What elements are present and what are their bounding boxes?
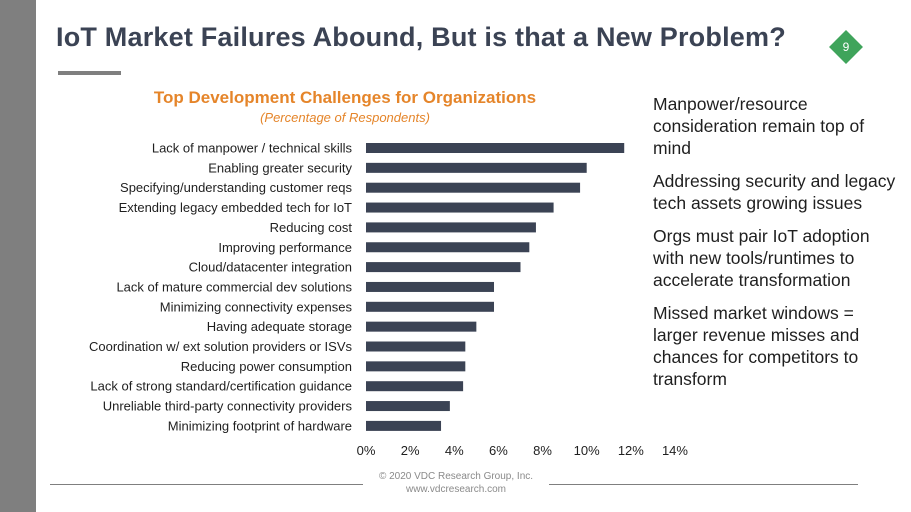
x-axis-ticks: 0% 2% 4% 6% 8% 10% 12% 14% — [357, 443, 689, 458]
x-tick-label: 10% — [574, 443, 600, 458]
bar — [366, 381, 464, 392]
footer-website: www.vdcresearch.com — [405, 484, 507, 495]
bullet-item: Addressing security and legacy tech asse… — [653, 171, 896, 213]
chart-subtitle: (Percentage of Respondents) — [260, 110, 430, 125]
bar — [366, 341, 466, 352]
category-label: Having adequate storage — [207, 319, 352, 334]
category-label: Lack of mature commercial dev solutions — [116, 279, 352, 294]
page-number-badge: 9 — [829, 30, 863, 64]
bar — [366, 301, 495, 312]
category-label: Reducing power consumption — [181, 359, 352, 374]
x-tick-label: 2% — [401, 443, 420, 458]
bullet-item: Manpower/resource consideration remain t… — [653, 94, 865, 158]
bar — [366, 242, 530, 253]
bar — [366, 321, 477, 332]
category-label: Cloud/datacenter integration — [189, 260, 352, 275]
bars — [366, 143, 625, 431]
category-label: Improving performance — [218, 240, 352, 255]
x-tick-label: 14% — [662, 443, 688, 458]
footer-divider-right — [549, 484, 858, 485]
category-label: Coordination w/ ext solution providers o… — [89, 339, 353, 354]
title-underline — [58, 71, 121, 75]
x-tick-label: 4% — [445, 443, 464, 458]
category-label: Minimizing footprint of hardware — [168, 418, 352, 433]
category-label: Unreliable third-party connectivity prov… — [103, 399, 353, 414]
chart-title: Top Development Challenges for Organizat… — [153, 88, 537, 107]
bullet-item: Orgs must pair IoT adoption with new too… — [653, 226, 870, 290]
bar — [366, 420, 442, 431]
page-number: 9 — [842, 40, 850, 54]
bar — [366, 361, 466, 372]
category-label: Lack of manpower / technical skills — [152, 141, 353, 156]
category-labels: Lack of manpower / technical skills Enabl… — [89, 141, 353, 434]
footer-copyright: © 2020 VDC Research Group, Inc. — [378, 471, 534, 482]
bar — [366, 262, 521, 273]
bullet-item: Missed market windows = larger revenue m… — [653, 303, 860, 389]
bar — [366, 182, 581, 193]
footer-divider-left — [50, 484, 363, 485]
category-label: Enabling greater security — [208, 160, 352, 175]
left-accent-band — [0, 0, 36, 512]
bar — [366, 401, 450, 412]
slide-title: IoT Market Failures Abound, But is that … — [56, 22, 786, 52]
category-label: Lack of strong standard/certification gu… — [90, 379, 352, 394]
category-label: Extending legacy embedded tech for IoT — [119, 200, 352, 215]
bar — [366, 202, 554, 213]
x-tick-label: 8% — [533, 443, 552, 458]
x-tick-label: 6% — [489, 443, 508, 458]
x-tick-label: 12% — [618, 443, 644, 458]
category-label: Reducing cost — [270, 220, 353, 235]
category-label: Minimizing connectivity expenses — [160, 299, 353, 314]
key-takeaways-list: Manpower/resource consideration remain t… — [653, 93, 903, 401]
bar-chart: Lack of manpower / technical skills Enabl… — [89, 141, 689, 459]
x-tick-label: 0% — [357, 443, 376, 458]
bar — [366, 143, 625, 153]
bar — [366, 162, 587, 173]
bar — [366, 281, 495, 292]
bar — [366, 222, 536, 233]
category-label: Specifying/understanding customer reqs — [120, 180, 352, 195]
footer: © 2020 VDC Research Group, Inc. www.vdcr… — [370, 470, 542, 496]
